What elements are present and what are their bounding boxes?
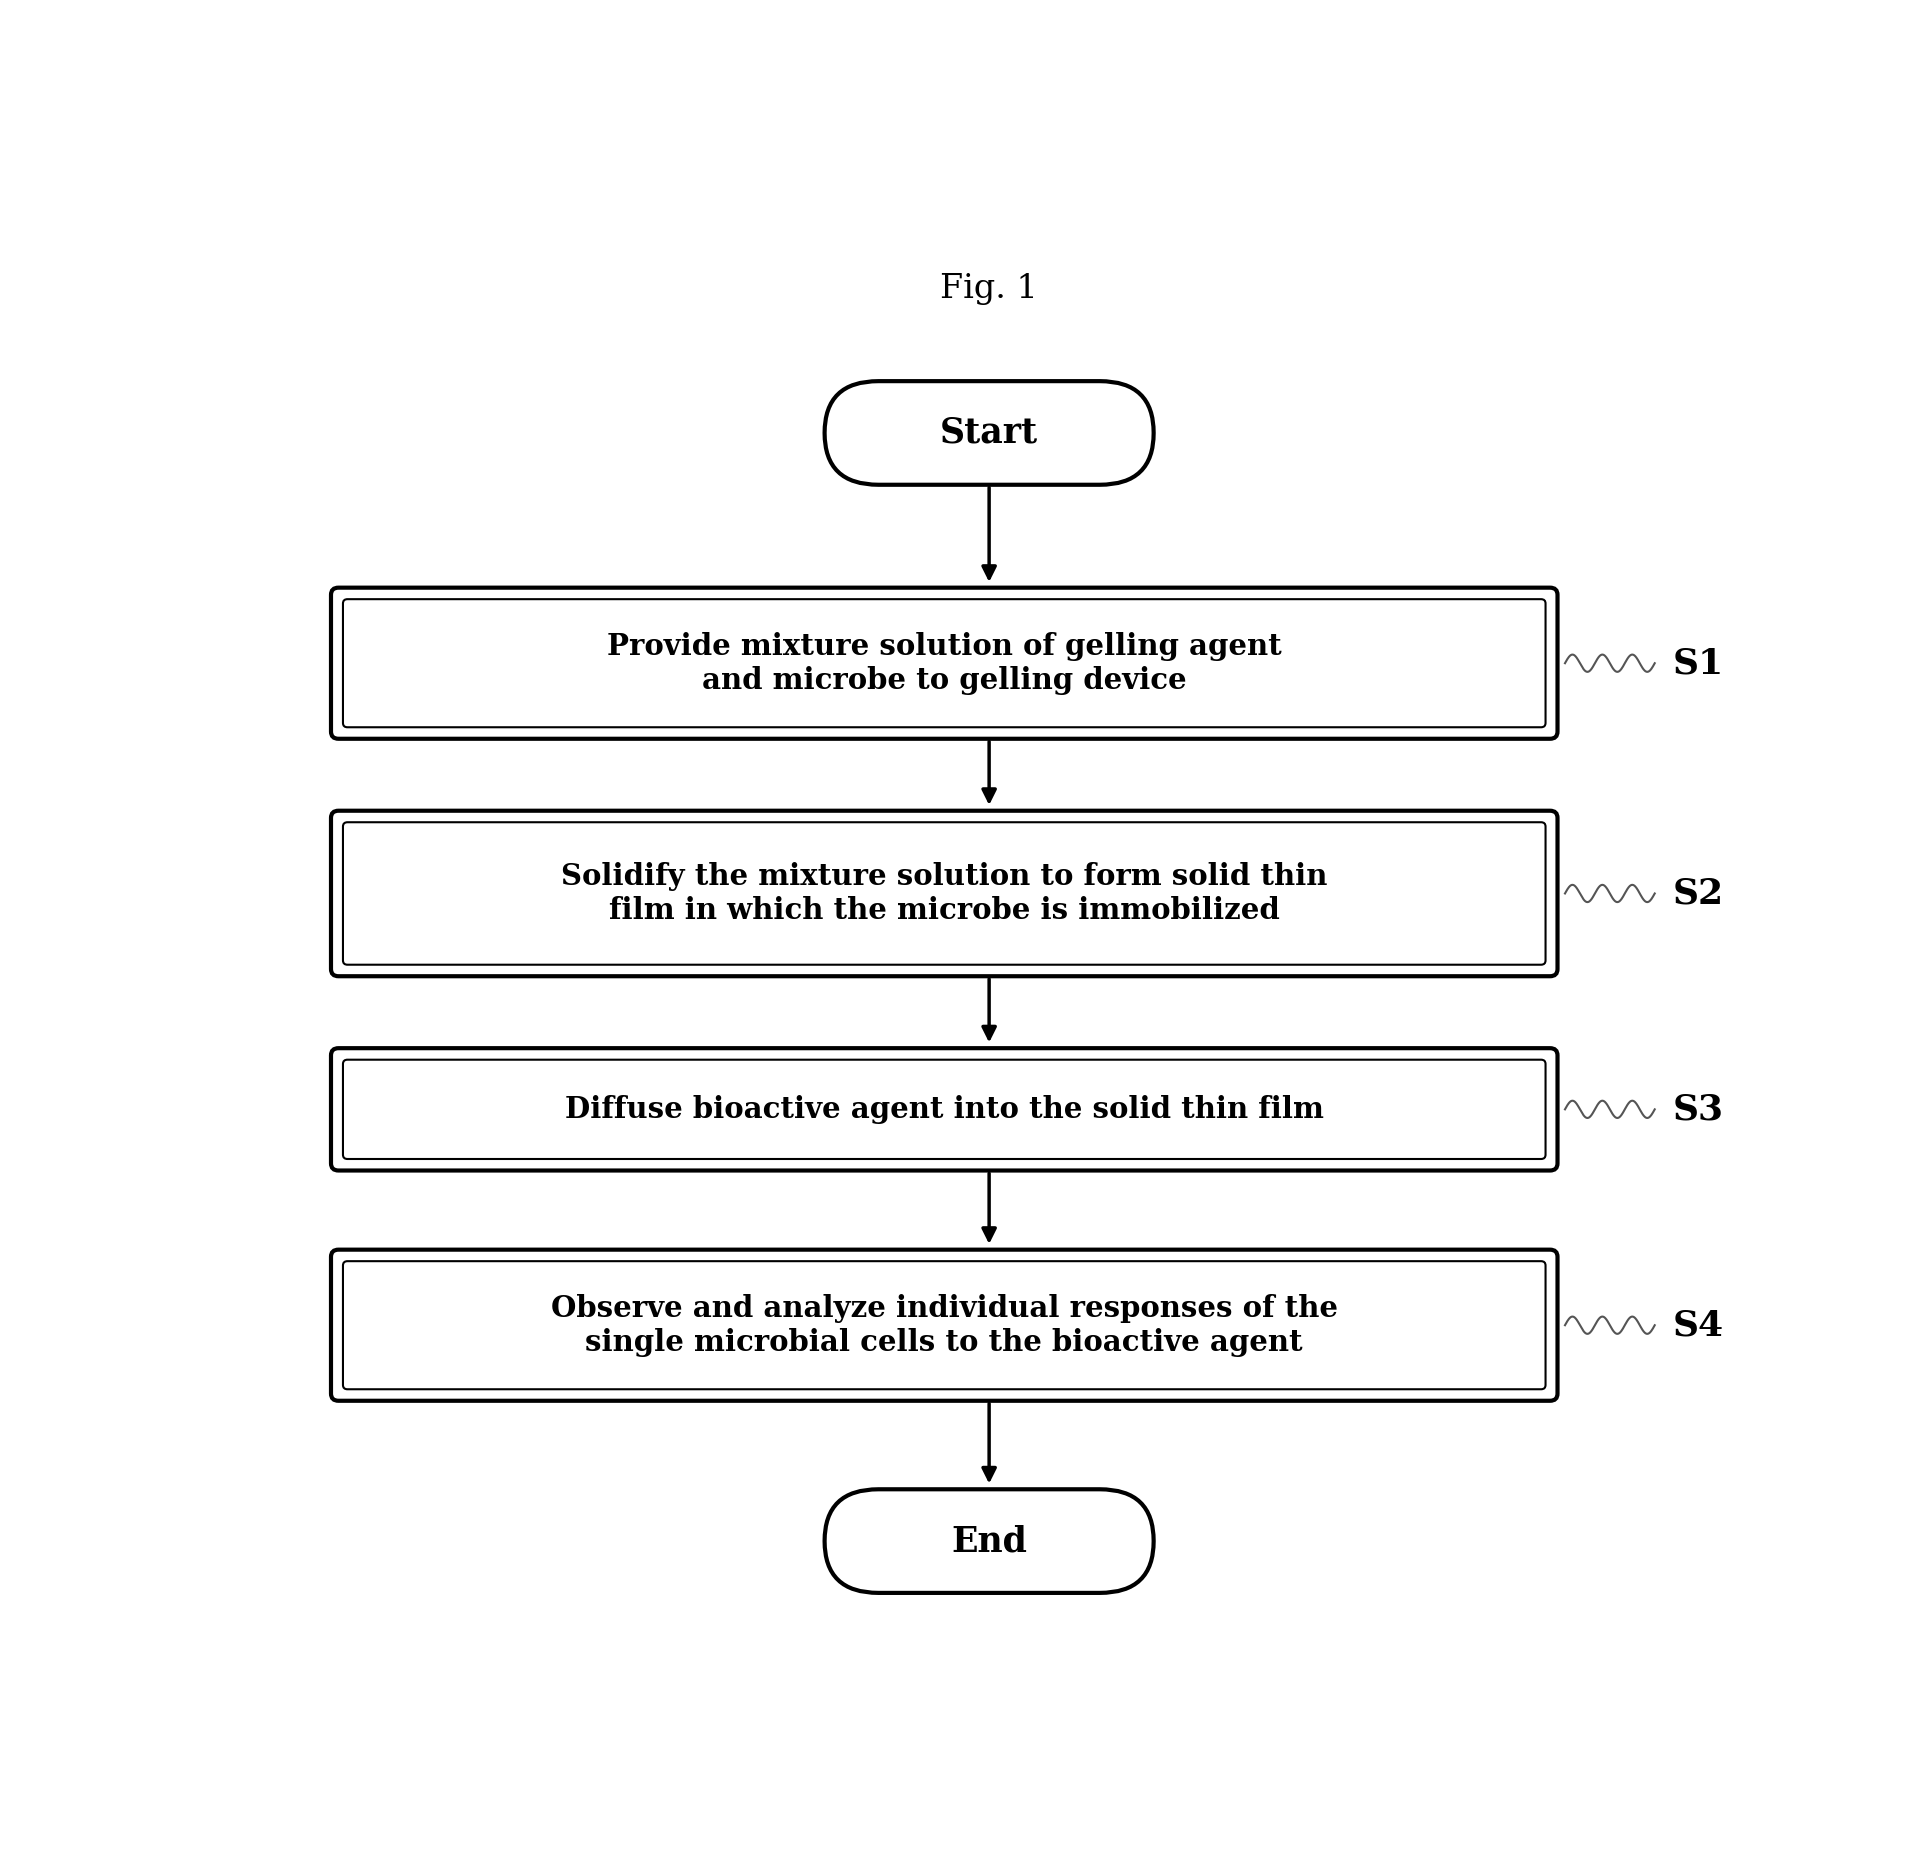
Text: End: End xyxy=(951,1523,1027,1559)
FancyBboxPatch shape xyxy=(824,1490,1154,1592)
FancyBboxPatch shape xyxy=(332,1049,1558,1170)
FancyBboxPatch shape xyxy=(332,587,1558,738)
FancyBboxPatch shape xyxy=(824,381,1154,484)
Text: Solidify the mixture solution to form solid thin
film in which the microbe is im: Solidify the mixture solution to form so… xyxy=(562,862,1328,925)
Text: Fig. 1: Fig. 1 xyxy=(940,273,1038,305)
Text: S2: S2 xyxy=(1673,877,1723,910)
Text: Diffuse bioactive agent into the solid thin film: Diffuse bioactive agent into the solid t… xyxy=(565,1095,1324,1123)
Text: Observe and analyze individual responses of the
single microbial cells to the bi: Observe and analyze individual responses… xyxy=(550,1293,1337,1357)
Text: S4: S4 xyxy=(1673,1308,1723,1342)
Text: S3: S3 xyxy=(1673,1091,1723,1127)
Text: Start: Start xyxy=(940,417,1038,450)
Text: S1: S1 xyxy=(1673,647,1723,680)
FancyBboxPatch shape xyxy=(332,1250,1558,1400)
FancyBboxPatch shape xyxy=(332,811,1558,976)
Text: Provide mixture solution of gelling agent
and microbe to gelling device: Provide mixture solution of gelling agen… xyxy=(606,632,1282,695)
